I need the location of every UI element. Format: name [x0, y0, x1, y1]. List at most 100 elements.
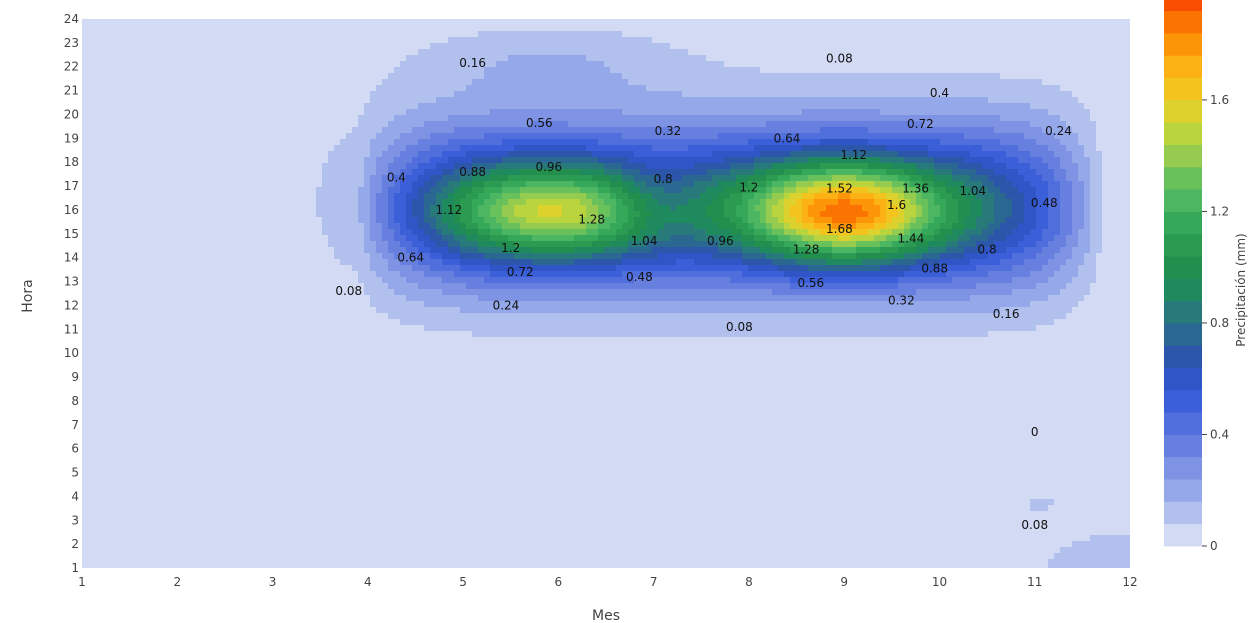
contour-cell — [394, 403, 401, 410]
contour-cell — [112, 313, 119, 320]
contour-cell — [184, 307, 191, 314]
contour-cell — [244, 175, 251, 182]
contour-cell — [118, 409, 125, 416]
contour-cell — [328, 91, 335, 98]
contour-cell — [94, 235, 101, 242]
contour-cell — [232, 139, 239, 146]
contour-cell — [292, 271, 299, 278]
contour-cell — [118, 313, 125, 320]
contour-cell — [94, 445, 101, 452]
contour-cell — [340, 355, 347, 362]
contour-cell — [166, 349, 173, 356]
contour-cell — [280, 307, 287, 314]
contour-cell — [298, 397, 305, 404]
contour-cell — [196, 511, 203, 518]
contour-cell — [328, 397, 335, 404]
contour-cell — [172, 463, 179, 470]
contour-cell — [250, 223, 257, 230]
contour-cell — [106, 79, 113, 86]
contour-cell — [274, 379, 281, 386]
contour-cell — [388, 43, 395, 50]
contour-cell — [286, 175, 293, 182]
contour-cell — [250, 79, 257, 86]
contour-cell — [220, 511, 227, 518]
contour-cell — [142, 385, 149, 392]
contour-cell — [280, 205, 287, 212]
contour-cell — [388, 523, 395, 530]
contour-cell — [196, 121, 203, 128]
contour-cell — [250, 175, 257, 182]
contour-cell — [400, 373, 407, 380]
contour-cell — [100, 181, 107, 188]
contour-cell — [328, 121, 335, 128]
contour-cell — [208, 121, 215, 128]
contour-cell — [310, 277, 317, 284]
contour-cell — [154, 205, 161, 212]
contour-cell — [334, 163, 341, 170]
contour-cell — [292, 493, 299, 500]
contour-cell — [202, 313, 209, 320]
contour-cell — [148, 271, 155, 278]
contour-cell — [160, 373, 167, 380]
contour-cell — [196, 457, 203, 464]
contour-cell — [352, 415, 359, 422]
contour-cell — [334, 517, 341, 524]
contour-cell — [118, 121, 125, 128]
contour-cell — [274, 211, 281, 218]
contour-cell — [112, 409, 119, 416]
contour-cell — [400, 49, 407, 56]
contour-cell — [100, 169, 107, 176]
contour-cell — [112, 283, 119, 290]
contour-cell — [142, 343, 149, 350]
contour-cell — [100, 337, 107, 344]
contour-cell — [334, 325, 341, 332]
contour-cell — [214, 283, 221, 290]
contour-cell — [256, 25, 263, 32]
contour-cell — [94, 427, 101, 434]
contour-cell — [136, 25, 143, 32]
contour-cell — [328, 325, 335, 332]
contour-cell — [292, 157, 299, 164]
contour-cell — [172, 79, 179, 86]
contour-cell — [298, 19, 305, 26]
contour-cell — [226, 103, 233, 110]
contour-cell — [262, 169, 269, 176]
contour-cell — [166, 499, 173, 506]
contour-cell — [382, 277, 389, 284]
contour-cell — [208, 115, 215, 122]
contour-cell — [274, 235, 281, 242]
contour-cell — [310, 91, 317, 98]
contour-cell — [112, 307, 119, 314]
contour-cell — [196, 73, 203, 80]
contour-cell — [286, 541, 293, 548]
contour-cell — [340, 55, 347, 62]
contour-cell — [256, 133, 263, 140]
contour-cell — [268, 403, 275, 410]
contour-cell — [100, 433, 107, 440]
contour-cell — [166, 547, 173, 554]
contour-cell — [190, 19, 197, 26]
contour-cell — [202, 25, 209, 32]
contour-cell — [82, 217, 89, 224]
contour-cell — [364, 301, 371, 308]
contour-cell — [220, 421, 227, 428]
contour-cell — [316, 553, 323, 560]
contour-cell — [280, 187, 287, 194]
contour-cell — [316, 73, 323, 80]
contour-cell — [178, 481, 185, 488]
contour-cell — [166, 277, 173, 284]
contour-cell — [280, 175, 287, 182]
contour-cell — [376, 121, 383, 128]
contour-cell — [298, 37, 305, 44]
contour-cell — [160, 535, 167, 542]
contour-cell — [220, 481, 227, 488]
contour-cell — [334, 415, 341, 422]
contour-cell — [190, 151, 197, 158]
contour-cell — [268, 445, 275, 452]
contour-cell — [262, 445, 269, 452]
contour-cell — [154, 277, 161, 284]
contour-cell — [322, 55, 329, 62]
contour-cell — [364, 247, 371, 254]
contour-cell — [298, 43, 305, 50]
contour-cell — [304, 493, 311, 500]
